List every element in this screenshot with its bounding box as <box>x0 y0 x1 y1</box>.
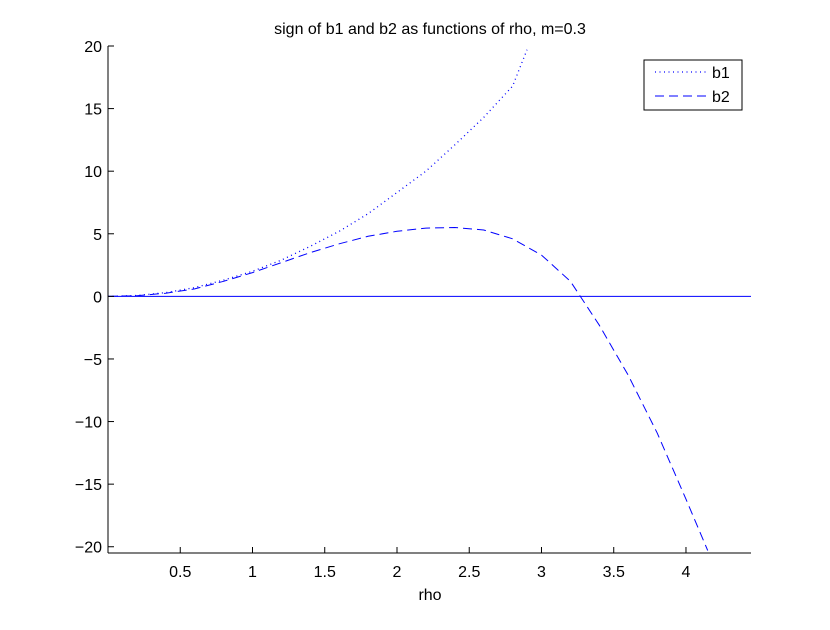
y-tick-label: −15 <box>75 477 102 494</box>
legend-label-b2: b2 <box>712 89 730 106</box>
y-tick-label: −10 <box>75 415 102 432</box>
series-line-b2 <box>108 226 709 551</box>
x-tick-label: 2.5 <box>458 564 480 581</box>
y-tick-label: 20 <box>84 39 102 56</box>
y-tick-label: 0 <box>93 289 102 306</box>
y-tick-label: −5 <box>84 352 102 369</box>
y-tick-label: 15 <box>84 102 102 119</box>
legend-box <box>643 59 743 111</box>
y-tick-label: 5 <box>93 227 102 244</box>
x-tick-label: 3 <box>537 564 546 581</box>
y-tick-label: 10 <box>84 164 102 181</box>
x-tick-label: 1.5 <box>314 564 336 581</box>
series-line-b1 <box>108 49 528 298</box>
legend-label-b1: b1 <box>712 65 730 82</box>
x-tick-label: 2 <box>393 564 402 581</box>
x-tick-label: 0.5 <box>169 564 191 581</box>
legend: b1 b2 <box>643 59 743 111</box>
x-tick-label: 1 <box>248 564 257 581</box>
x-tick-label: 3.5 <box>603 564 625 581</box>
x-tick-label: 4 <box>682 564 691 581</box>
y-tick-label: −20 <box>75 540 102 557</box>
x-axis-label: rho <box>418 587 441 604</box>
chart-title: sign of b1 and b2 as functions of rho, m… <box>274 21 586 38</box>
